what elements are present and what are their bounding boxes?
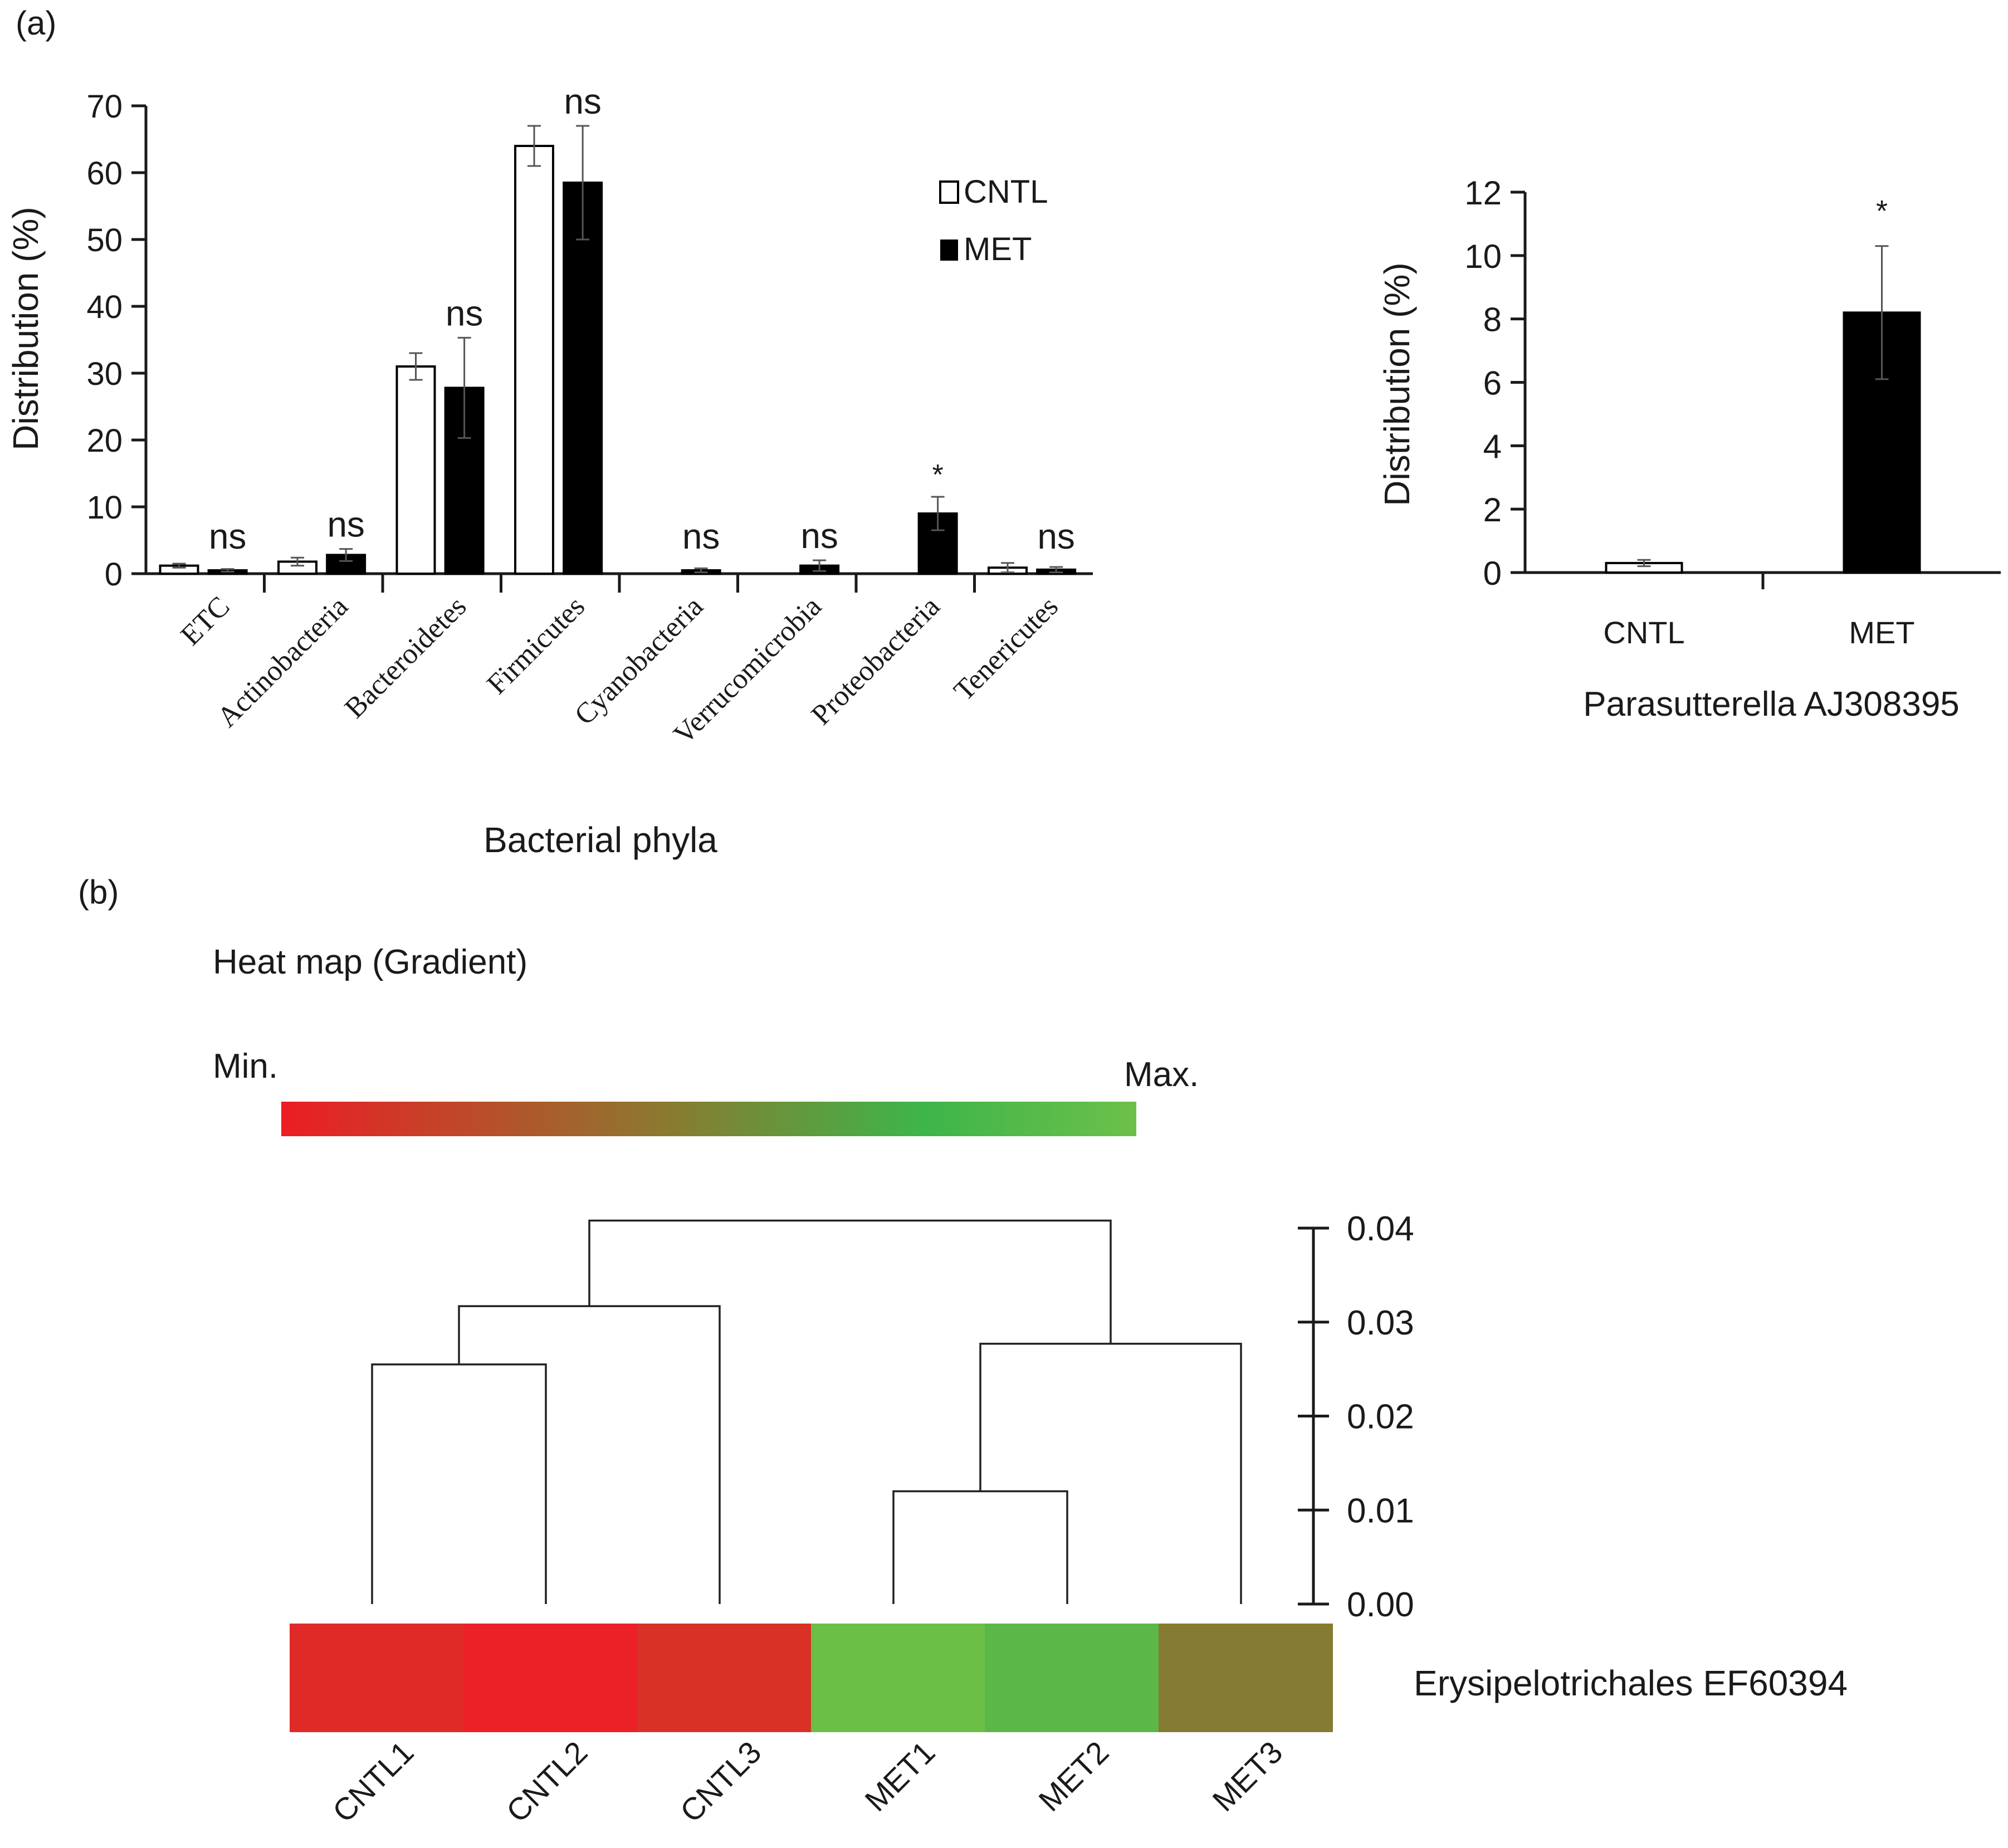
parasutterella-category-label: CNTL bbox=[1603, 615, 1684, 650]
phyla-bar-chart: 010203040506070ETCActinobacteriaBacteroi… bbox=[6, 81, 1093, 860]
heatmap-cell bbox=[463, 1624, 638, 1732]
heatmap-max-label: Max. bbox=[1124, 1055, 1199, 1094]
heatmap-sample-label: MET2 bbox=[1032, 1734, 1115, 1818]
phyla-y-tick-label: 10 bbox=[86, 490, 123, 526]
legend-label-cntl: CNTL bbox=[964, 174, 1048, 210]
legend-swatch-cntl bbox=[939, 180, 959, 204]
heatmap-title: Heat map (Gradient) bbox=[213, 943, 527, 981]
phyla-category-label: Bacteroidetes bbox=[339, 590, 472, 724]
dendrogram-y-tick-label: 0.00 bbox=[1347, 1586, 1414, 1624]
dendrogram-link bbox=[892, 1490, 1068, 1604]
dendrogram-link bbox=[979, 1342, 1242, 1604]
heatmap-sample-label: CNTL2 bbox=[500, 1734, 594, 1829]
heatmap-cell bbox=[985, 1624, 1159, 1732]
phyla-y-tick-label: 50 bbox=[86, 222, 123, 258]
dendrogram-y-tick-label: 0.03 bbox=[1347, 1304, 1414, 1342]
heatmap-row: CNTL1 CNTL2 CNTL3 MET1 MET2 MET3 bbox=[290, 1624, 1333, 1829]
significance-label: ns bbox=[327, 505, 365, 545]
phyla-x-axis-label: Bacterial phyla bbox=[483, 820, 717, 860]
parasutterella-y-tick-label: 6 bbox=[1483, 365, 1502, 402]
legend-swatch-met bbox=[940, 239, 958, 261]
dendrogram-link bbox=[458, 1305, 721, 1604]
heatmap-sample-label: MET3 bbox=[1205, 1734, 1289, 1818]
legend-label-met: MET bbox=[964, 231, 1032, 267]
heatmap-sample-label: MET1 bbox=[858, 1734, 941, 1818]
heatmap-panel: Heat map (Gradient) Min. Max. 0.000.010.… bbox=[213, 943, 1848, 1829]
heatmap-cell bbox=[1159, 1624, 1333, 1732]
parasutterella-y-tick-label: 0 bbox=[1483, 555, 1502, 592]
panel-label-a: (a) bbox=[16, 4, 56, 42]
phyla-category-label: Tenericutes bbox=[948, 590, 1064, 707]
dendrogram-link bbox=[588, 1219, 1112, 1344]
dendrogram-axis: 0.00 0.01 0.02 0.03 0.04 bbox=[1298, 1210, 1414, 1624]
parasutterella-y-tick-label: 4 bbox=[1483, 428, 1502, 465]
parasutterella-y-tick-label: 2 bbox=[1483, 491, 1502, 529]
significance-label: ns bbox=[1037, 516, 1075, 556]
phyla-y-tick-label: 40 bbox=[86, 289, 123, 325]
dendrogram-y-tick-label: 0.04 bbox=[1347, 1210, 1414, 1248]
parasutterella-y-tick-label: 10 bbox=[1464, 238, 1502, 275]
phyla-y-tick-label: 30 bbox=[86, 356, 123, 392]
dendrogram-y-tick-label: 0.02 bbox=[1347, 1398, 1414, 1436]
significance-label: * bbox=[932, 459, 944, 491]
significance-label: ns bbox=[209, 516, 247, 556]
heatmap-row-label: Erysipelotrichales EF60394 bbox=[1414, 1663, 1848, 1703]
significance-label: * bbox=[1876, 194, 1888, 228]
phyla-category-label: Firmicutes bbox=[481, 590, 591, 701]
phyla-y-tick-label: 0 bbox=[105, 556, 123, 593]
phyla-bars: ns ns ns ns ns ns * ns bbox=[159, 81, 1077, 575]
bar-cntl bbox=[514, 145, 554, 575]
parasutterella-y-tick-label: 12 bbox=[1464, 174, 1502, 212]
significance-label: ns bbox=[682, 516, 720, 556]
phyla-y-tick-label: 70 bbox=[86, 89, 123, 125]
heatmap-sample-label: CNTL3 bbox=[673, 1734, 768, 1829]
phyla-y-tick-label: 20 bbox=[86, 423, 123, 459]
parasutterella-category-label: MET bbox=[1849, 615, 1914, 650]
significance-label: ns bbox=[564, 81, 602, 121]
heatmap-color-scale bbox=[281, 1102, 1136, 1136]
significance-label: ns bbox=[446, 293, 483, 333]
parasutterella-y-axis-label: Distribution (%) bbox=[1377, 262, 1417, 506]
parasutterella-bar-chart: 0 2 4 6 8 10 12 CNTL MET * Parasutterella AJ3083… bbox=[1377, 174, 2001, 723]
parasutterella-y-tick-label: 8 bbox=[1483, 301, 1502, 339]
dendrogram-y-tick-label: 0.01 bbox=[1347, 1492, 1414, 1530]
phyla-y-tick-label: 60 bbox=[86, 155, 123, 192]
phyla-category-label: ETC bbox=[175, 590, 236, 652]
dendrogram-link bbox=[371, 1363, 547, 1604]
dendrogram bbox=[371, 1219, 1242, 1604]
phyla-y-axis-label: Distribution (%) bbox=[6, 207, 46, 450]
heatmap-cell bbox=[290, 1624, 464, 1732]
heatmap-min-label: Min. bbox=[213, 1047, 278, 1086]
parasutterella-bars: * bbox=[1605, 194, 1921, 574]
phyla-category-label: Proteobacteria bbox=[805, 590, 946, 731]
heatmap-cell bbox=[811, 1624, 985, 1732]
parasutterella-axes: 0 2 4 6 8 10 12 CNTL MET bbox=[1464, 174, 2001, 650]
parasutterella-x-axis-label: Parasutterella AJ308395 bbox=[1583, 685, 1960, 723]
bar-cntl bbox=[395, 365, 436, 575]
heatmap-sample-label: CNTL1 bbox=[326, 1734, 421, 1829]
heatmap-cell bbox=[637, 1624, 812, 1732]
bar-met bbox=[563, 182, 603, 575]
panel-label-b: (b) bbox=[78, 873, 119, 911]
significance-label: ns bbox=[800, 516, 838, 556]
